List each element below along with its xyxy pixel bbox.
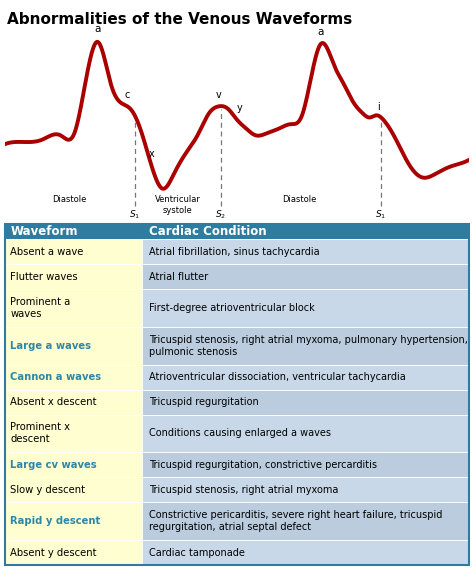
Text: Large a waves: Large a waves	[10, 341, 91, 350]
Text: x: x	[149, 149, 155, 159]
Text: First-degree atrioventricular block: First-degree atrioventricular block	[149, 303, 314, 313]
Text: Conditions causing enlarged a waves: Conditions causing enlarged a waves	[149, 428, 331, 438]
FancyBboxPatch shape	[5, 365, 142, 390]
FancyBboxPatch shape	[5, 415, 142, 452]
Text: y: y	[237, 103, 243, 113]
Text: Rapid y descent: Rapid y descent	[10, 516, 100, 527]
Text: Slow y descent: Slow y descent	[10, 485, 85, 495]
FancyBboxPatch shape	[142, 264, 469, 289]
Text: Tricuspid stenosis, right atrial myxoma: Tricuspid stenosis, right atrial myxoma	[149, 485, 338, 495]
Text: Cardiac Condition: Cardiac Condition	[149, 225, 266, 238]
Text: Flutter waves: Flutter waves	[10, 272, 78, 282]
FancyBboxPatch shape	[142, 327, 469, 365]
FancyBboxPatch shape	[142, 224, 469, 239]
Text: Absent a wave: Absent a wave	[10, 247, 84, 257]
FancyBboxPatch shape	[5, 540, 142, 565]
FancyBboxPatch shape	[5, 452, 142, 477]
Text: $S_2$: $S_2$	[215, 208, 226, 221]
Text: Absent x descent: Absent x descent	[10, 397, 97, 407]
FancyBboxPatch shape	[142, 390, 469, 415]
Text: Diastole: Diastole	[283, 195, 317, 204]
Text: Constrictive pericarditis, severe right heart failure, tricuspid
regurgitation, : Constrictive pericarditis, severe right …	[149, 510, 442, 532]
Text: Cannon a waves: Cannon a waves	[10, 372, 101, 382]
FancyBboxPatch shape	[142, 365, 469, 390]
FancyBboxPatch shape	[5, 503, 142, 540]
Text: Cardiac tamponade: Cardiac tamponade	[149, 548, 245, 558]
FancyBboxPatch shape	[142, 415, 469, 452]
Text: Diastole: Diastole	[53, 195, 87, 204]
FancyBboxPatch shape	[5, 224, 142, 239]
FancyBboxPatch shape	[5, 477, 142, 503]
FancyBboxPatch shape	[142, 503, 469, 540]
Text: Abnormalities of the Venous Waveforms: Abnormalities of the Venous Waveforms	[7, 11, 352, 27]
Text: Tricuspid stenosis, right atrial myxoma, pulmonary hypertension,
pulmonic stenos: Tricuspid stenosis, right atrial myxoma,…	[149, 335, 468, 357]
FancyBboxPatch shape	[142, 477, 469, 503]
Text: Tricuspid regurgitation, constrictive percarditis: Tricuspid regurgitation, constrictive pe…	[149, 460, 377, 470]
Text: c: c	[125, 90, 130, 100]
FancyBboxPatch shape	[142, 540, 469, 565]
Text: a: a	[318, 27, 324, 36]
Text: a: a	[94, 24, 101, 34]
Text: Waveform: Waveform	[10, 225, 78, 238]
Text: Atrial flutter: Atrial flutter	[149, 272, 208, 282]
FancyBboxPatch shape	[5, 289, 142, 327]
Text: i: i	[377, 102, 380, 112]
Text: $S_1$: $S_1$	[375, 208, 387, 221]
FancyBboxPatch shape	[5, 264, 142, 289]
Text: v: v	[216, 90, 221, 100]
FancyBboxPatch shape	[5, 390, 142, 415]
FancyBboxPatch shape	[142, 289, 469, 327]
FancyBboxPatch shape	[142, 452, 469, 477]
Text: Prominent a
waves: Prominent a waves	[10, 297, 71, 319]
FancyBboxPatch shape	[142, 239, 469, 264]
Text: Large cv waves: Large cv waves	[10, 460, 97, 470]
FancyBboxPatch shape	[5, 327, 142, 365]
Text: Atrial fibrillation, sinus tachycardia: Atrial fibrillation, sinus tachycardia	[149, 247, 319, 257]
Text: Prominent x
descent: Prominent x descent	[10, 423, 70, 445]
Text: Ventricular
systole: Ventricular systole	[155, 195, 201, 215]
Text: Atrioventricular dissociation, ventricular tachycardia: Atrioventricular dissociation, ventricul…	[149, 372, 405, 382]
Text: $S_1$: $S_1$	[129, 208, 140, 221]
FancyBboxPatch shape	[5, 239, 142, 264]
Text: Tricuspid regurgitation: Tricuspid regurgitation	[149, 397, 258, 407]
Text: Absent y descent: Absent y descent	[10, 548, 97, 558]
